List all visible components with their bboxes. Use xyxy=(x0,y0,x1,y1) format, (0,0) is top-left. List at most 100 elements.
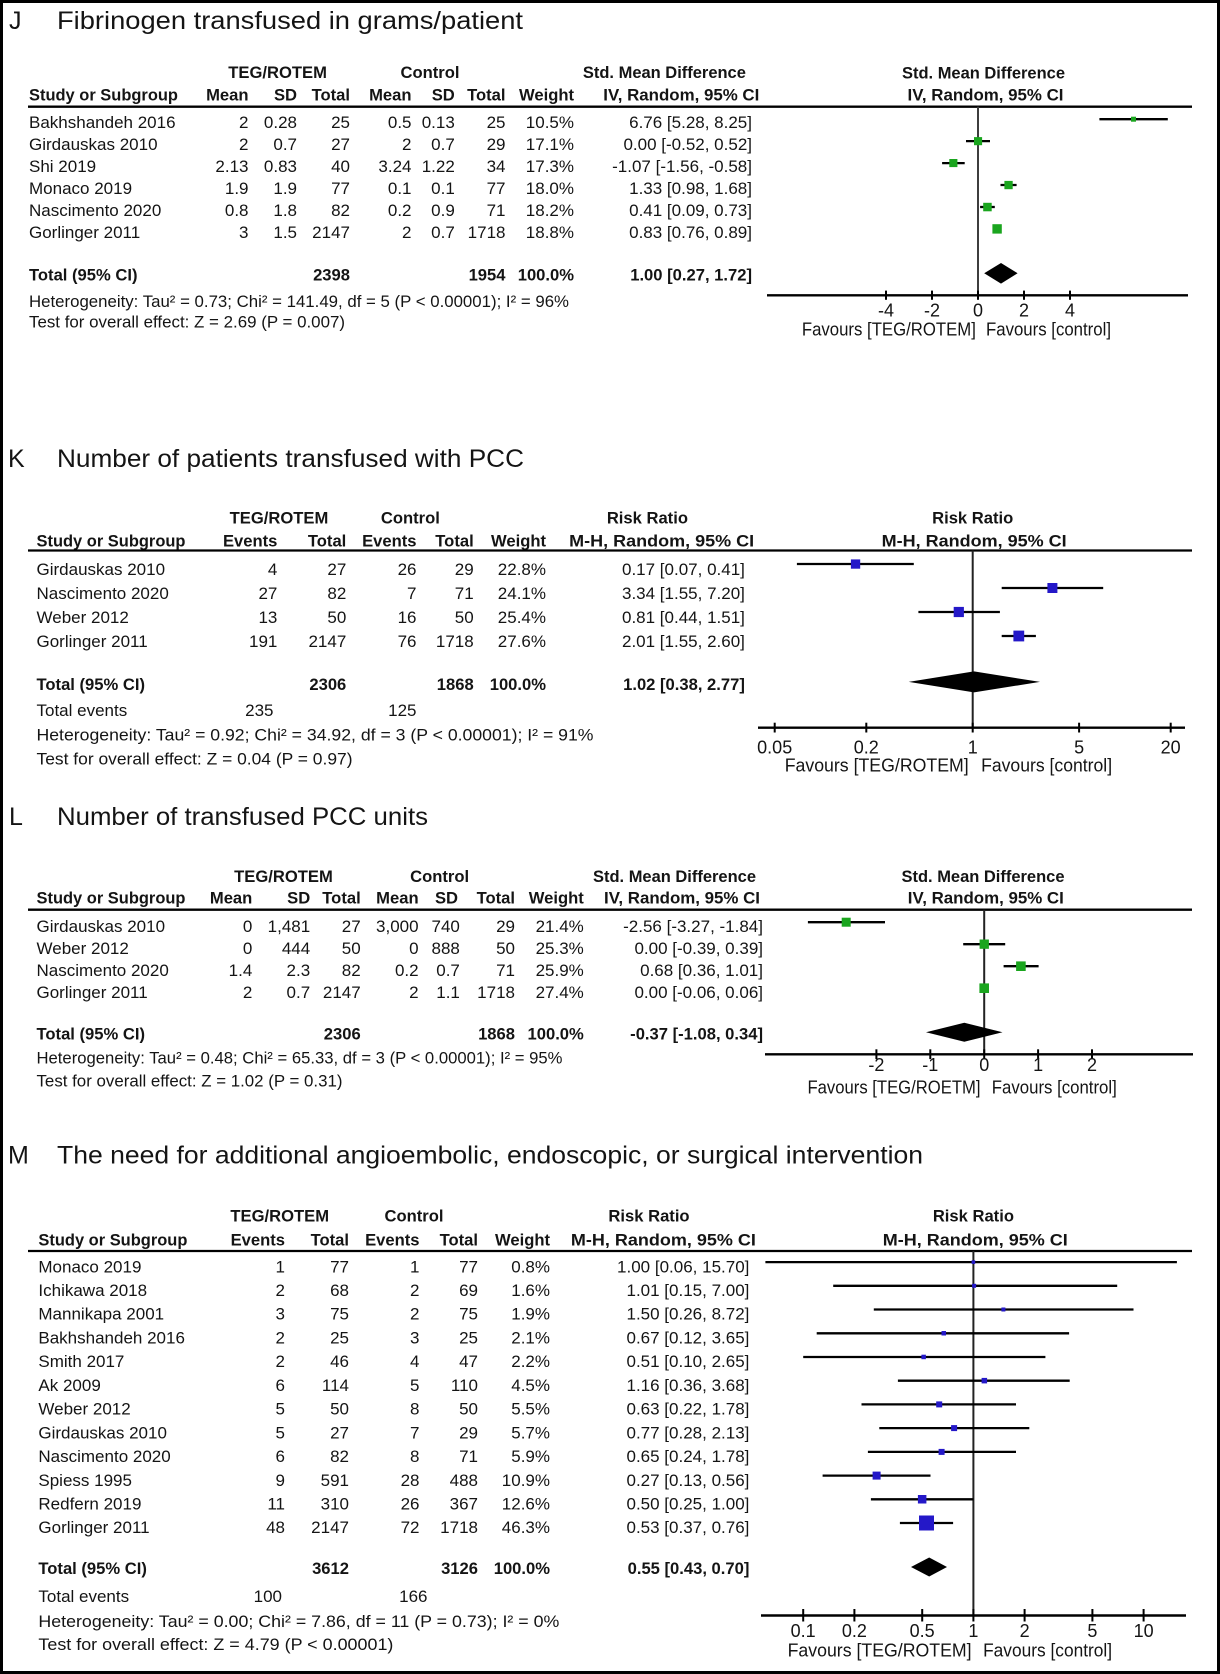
svg-text:1.00 [0.27, 1.72]: 1.00 [0.27, 1.72] xyxy=(630,265,752,284)
svg-text:K: K xyxy=(8,445,25,473)
svg-text:2.3: 2.3 xyxy=(287,961,311,980)
svg-text:Girdauskas 2010: Girdauskas 2010 xyxy=(29,135,158,154)
svg-text:0.55 [0.43, 0.70]: 0.55 [0.43, 0.70] xyxy=(628,1559,750,1578)
svg-text:IV, Random, 95% CI: IV, Random, 95% CI xyxy=(908,888,1064,907)
svg-text:TEG/ROTEM: TEG/ROTEM xyxy=(230,1207,329,1226)
svg-text:1.1: 1.1 xyxy=(436,983,460,1002)
svg-text:Bakhshandeh 2016: Bakhshandeh 2016 xyxy=(38,1329,185,1348)
svg-text:10.9%: 10.9% xyxy=(502,1471,550,1490)
svg-text:Total: Total xyxy=(440,1231,478,1250)
svg-text:0.28: 0.28 xyxy=(264,113,297,132)
svg-text:50: 50 xyxy=(455,608,474,627)
svg-text:100.0%: 100.0% xyxy=(490,675,547,694)
svg-text:76: 76 xyxy=(398,632,417,651)
svg-text:0.65 [0.24, 1.78]: 0.65 [0.24, 1.78] xyxy=(627,1447,750,1466)
svg-text:M-H, Random, 95% CI: M-H, Random, 95% CI xyxy=(883,1231,1068,1250)
svg-text:27: 27 xyxy=(327,560,346,579)
svg-text:Total: Total xyxy=(312,86,350,105)
svg-text:Test for overall effect: Z = 1: Test for overall effect: Z = 1.02 (P = 0… xyxy=(37,1072,343,1091)
svg-text:26: 26 xyxy=(398,560,417,579)
svg-text:0.2: 0.2 xyxy=(842,1621,867,1641)
svg-text:M-H, Random, 95% CI: M-H, Random, 95% CI xyxy=(882,532,1067,551)
svg-text:5: 5 xyxy=(276,1400,285,1419)
svg-text:Std. Mean Difference: Std. Mean Difference xyxy=(902,867,1065,886)
svg-text:-2: -2 xyxy=(924,301,940,321)
svg-text:6: 6 xyxy=(276,1447,285,1466)
svg-text:5: 5 xyxy=(410,1376,419,1395)
svg-text:IV, Random, 95% CI: IV, Random, 95% CI xyxy=(908,85,1064,104)
svg-text:28: 28 xyxy=(401,1471,420,1490)
svg-text:1868: 1868 xyxy=(478,1024,515,1043)
svg-text:0.41 [0.09, 0.73]: 0.41 [0.09, 0.73] xyxy=(629,201,752,220)
svg-text:2: 2 xyxy=(276,1352,285,1371)
svg-text:L: L xyxy=(9,803,23,831)
svg-text:25: 25 xyxy=(459,1329,478,1348)
svg-text:2147: 2147 xyxy=(311,1518,349,1537)
svg-text:Nascimento 2020: Nascimento 2020 xyxy=(37,961,169,980)
svg-text:Total: Total xyxy=(311,1231,349,1250)
svg-text:25: 25 xyxy=(330,1329,349,1348)
svg-text:27.6%: 27.6% xyxy=(498,632,546,651)
svg-text:2: 2 xyxy=(1019,301,1029,321)
svg-text:-4: -4 xyxy=(878,301,894,321)
svg-text:0.00 [-0.06, 0.06]: 0.00 [-0.06, 0.06] xyxy=(634,983,763,1002)
svg-text:IV, Random, 95% CI: IV, Random, 95% CI xyxy=(603,86,759,105)
svg-text:7: 7 xyxy=(407,584,416,603)
svg-text:0.27 [0.13, 0.56]: 0.27 [0.13, 0.56] xyxy=(627,1471,750,1490)
svg-text:3.24: 3.24 xyxy=(378,157,411,176)
svg-text:1,481: 1,481 xyxy=(268,917,311,936)
svg-text:48: 48 xyxy=(266,1518,285,1537)
svg-text:Weber 2012: Weber 2012 xyxy=(37,939,129,958)
svg-text:2: 2 xyxy=(239,113,248,132)
svg-text:M-H, Random, 95% CI: M-H, Random, 95% CI xyxy=(569,531,754,550)
svg-text:71: 71 xyxy=(487,201,506,220)
svg-text:4: 4 xyxy=(268,560,277,579)
svg-text:0.17 [0.07, 0.41]: 0.17 [0.07, 0.41] xyxy=(622,560,745,579)
svg-text:591: 591 xyxy=(321,1471,349,1490)
svg-text:25: 25 xyxy=(331,113,350,132)
svg-text:Bakhshandeh 2016: Bakhshandeh 2016 xyxy=(29,113,176,132)
svg-text:Nascimento 2020: Nascimento 2020 xyxy=(37,584,169,603)
svg-text:0.1: 0.1 xyxy=(388,179,412,198)
svg-text:1.6%: 1.6% xyxy=(511,1281,550,1300)
svg-text:72: 72 xyxy=(401,1518,420,1537)
svg-text:Study or Subgroup: Study or Subgroup xyxy=(37,888,186,907)
svg-text:5: 5 xyxy=(1074,738,1084,758)
svg-text:235: 235 xyxy=(245,701,273,720)
svg-text:22.8%: 22.8% xyxy=(498,560,546,579)
svg-text:27: 27 xyxy=(330,1423,349,1442)
svg-text:1: 1 xyxy=(968,1621,978,1641)
svg-text:Control: Control xyxy=(381,508,440,527)
svg-text:Control: Control xyxy=(385,1207,444,1226)
svg-text:2: 2 xyxy=(276,1329,285,1348)
svg-text:0.50 [0.25, 1.00]: 0.50 [0.25, 1.00] xyxy=(627,1495,750,1514)
svg-text:The need for additional angioe: The need for additional angioembolic, en… xyxy=(57,1142,923,1170)
svg-text:77: 77 xyxy=(331,179,350,198)
svg-text:0.81 [0.44, 1.51]: 0.81 [0.44, 1.51] xyxy=(622,608,745,627)
svg-text:3: 3 xyxy=(276,1305,285,1324)
svg-text:29: 29 xyxy=(487,135,506,154)
svg-text:0.7: 0.7 xyxy=(273,135,297,154)
svg-text:Ichikawa 2018: Ichikawa 2018 xyxy=(38,1281,147,1300)
svg-text:Weight: Weight xyxy=(495,1231,550,1250)
svg-text:-2: -2 xyxy=(868,1055,884,1075)
svg-text:75: 75 xyxy=(330,1305,349,1324)
svg-text:0.83 [0.76, 0.89]: 0.83 [0.76, 0.89] xyxy=(629,223,752,242)
svg-text:IV, Random, 95% CI: IV, Random, 95% CI xyxy=(604,888,760,907)
svg-text:Heterogeneity: Tau² = 0.92; Ch: Heterogeneity: Tau² = 0.92; Chi² = 34.92… xyxy=(37,725,594,744)
svg-text:Std. Mean Difference: Std. Mean Difference xyxy=(583,63,746,82)
svg-text:50: 50 xyxy=(327,608,346,627)
svg-text:2147: 2147 xyxy=(323,983,361,1002)
svg-text:Events: Events xyxy=(223,531,277,550)
svg-text:166: 166 xyxy=(399,1587,427,1606)
svg-text:6.76 [5.28, 8.25]: 6.76 [5.28, 8.25] xyxy=(629,113,752,132)
svg-text:20: 20 xyxy=(1161,738,1181,758)
svg-text:888: 888 xyxy=(432,939,460,958)
svg-text:Gorlinger 2011: Gorlinger 2011 xyxy=(29,223,140,242)
svg-text:1.01 [0.15, 7.00]: 1.01 [0.15, 7.00] xyxy=(627,1281,750,1300)
svg-text:1.33 [0.98, 1.68]: 1.33 [0.98, 1.68] xyxy=(629,179,752,198)
svg-text:Number of patients transfused: Number of patients transfused with PCC xyxy=(57,445,524,473)
svg-text:Test for overall effect: Z = 2: Test for overall effect: Z = 2.69 (P = 0… xyxy=(29,312,345,331)
svg-text:3: 3 xyxy=(239,223,248,242)
svg-text:125: 125 xyxy=(388,701,416,720)
